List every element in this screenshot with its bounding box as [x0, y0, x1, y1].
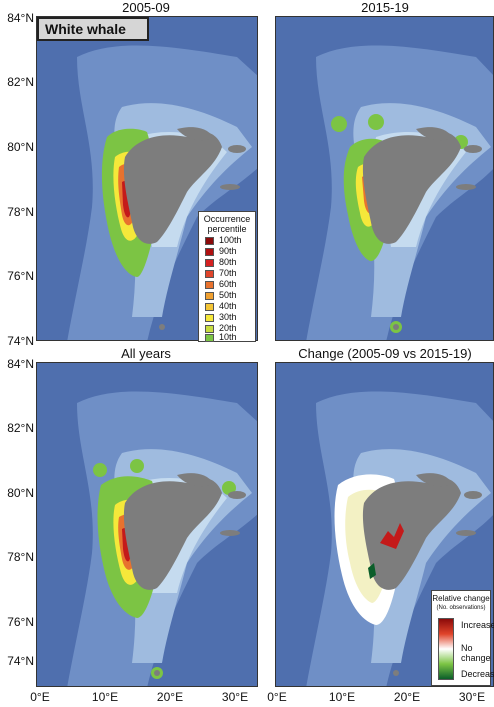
lon-label-0e-left: 0°E [30, 690, 50, 704]
occurrence-legend-title-1: Occurrence [203, 214, 251, 224]
kvitoya-land [228, 145, 246, 153]
lon-label-10e-left: 10°E [91, 690, 119, 704]
legend-swatch-50th [205, 291, 214, 300]
change-legend-title: Relative change [432, 594, 490, 603]
occurrence-patch-north [93, 463, 107, 477]
lat-label-80n-bottom: 80°N [7, 486, 34, 500]
lat-label-76n-top: 76°N [7, 269, 34, 283]
change-increase-fjord [380, 523, 404, 549]
lon-label-20e-left: 20°E [156, 690, 184, 704]
map-2015-19 [276, 17, 493, 340]
svalbard-land [362, 477, 461, 590]
legend-swatch-60th [205, 280, 214, 289]
lat-label-80n-top: 80°N [7, 140, 34, 154]
nordaustlandet-land [177, 127, 213, 141]
legend-item-70th: 70th [205, 268, 237, 279]
legend-label-100th: 100th [219, 235, 242, 245]
lat-label-78n-top: 78°N [7, 205, 34, 219]
legend-swatch-80th [205, 258, 214, 267]
occurrence-legend-title-2: percentile [207, 224, 247, 234]
lat-label-76n-bottom: 76°N [7, 615, 34, 629]
lat-label-82n-top: 82°N [7, 75, 34, 89]
legend-label-10th: 10th [219, 332, 237, 342]
panel-title-2005-09: 2005-09 [122, 0, 170, 15]
legend-label-90th: 90th [219, 246, 237, 256]
legend-label-20th: 20th [219, 323, 237, 333]
legend-swatch-20th [205, 324, 214, 333]
legend-item-60th: 60th [205, 279, 237, 290]
change-legend-no-change: No change [461, 643, 491, 663]
occurrence-patch-north-2 [130, 459, 144, 473]
lon-label-10e-right: 10°E [328, 690, 356, 704]
lon-label-0e-right: 0°E [267, 690, 287, 704]
nordaustlandet-land [177, 473, 213, 487]
legend-swatch-40th [205, 302, 214, 311]
svalbard-land [362, 131, 461, 244]
lon-label-20e-right: 20°E [393, 690, 421, 704]
legend-swatch-70th [205, 269, 214, 278]
legend-item-90th: 90th [205, 246, 237, 257]
kong-karls-land [456, 184, 476, 190]
svalbard-land [123, 477, 222, 590]
bjornoya-land [393, 670, 399, 676]
legend-swatch-90th [205, 247, 214, 256]
legend-item-100th: 100th [205, 235, 242, 246]
bjornoya-land [159, 324, 165, 330]
change-legend: Relative change (No. observations) Incre… [431, 590, 494, 686]
occurrence-legend: Occurrence percentile 100th 90th 80th 70… [198, 211, 256, 342]
occurrence-patch-north [331, 116, 347, 132]
species-label: White whale [37, 17, 149, 41]
lon-label-30e-left: 30°E [221, 690, 249, 704]
kong-karls-land [220, 184, 240, 190]
legend-item-10th: 10th [205, 332, 237, 343]
bjornoya-land [154, 670, 160, 676]
legend-label-70th: 70th [219, 268, 237, 278]
legend-swatch-30th [205, 313, 214, 322]
change-legend-increase: Increase [461, 620, 494, 630]
map-panel-all-years [36, 362, 258, 687]
nordaustlandet-land [416, 127, 452, 141]
panel-title-2015-19: 2015-19 [361, 0, 409, 15]
lat-label-82n-bottom: 82°N [7, 421, 34, 435]
legend-item-80th: 80th [205, 257, 237, 268]
legend-label-30th: 30th [219, 312, 237, 322]
legend-item-40th: 40th [205, 301, 237, 312]
lat-label-74n-top: 74°N [7, 334, 34, 348]
lat-label-84n-top: 84°N [7, 11, 34, 25]
map-all-years [37, 363, 257, 686]
change-legend-decrease: Decrease [461, 669, 494, 679]
lat-label-78n-bottom: 78°N [7, 550, 34, 564]
map-panel-2005-09: White whale [36, 16, 258, 341]
legend-label-40th: 40th [219, 301, 237, 311]
occurrence-patch-north-2 [368, 114, 384, 130]
legend-item-20th: 20th [205, 323, 237, 334]
panel-title-change: Change (2005-09 vs 2015-19) [298, 346, 472, 361]
legend-item-50th: 50th [205, 290, 237, 301]
kong-karls-land [456, 530, 476, 536]
legend-swatch-10th [205, 333, 214, 342]
legend-label-80th: 80th [219, 257, 237, 267]
svalbard-land [123, 131, 222, 244]
change-legend-colorbar [438, 618, 454, 680]
lat-label-74n-bottom: 74°N [7, 654, 34, 668]
lon-label-30e-right: 30°E [458, 690, 486, 704]
nordaustlandet-land [416, 473, 452, 487]
legend-label-50th: 50th [219, 290, 237, 300]
lat-label-84n-bottom: 84°N [7, 357, 34, 371]
kvitoya-land [228, 491, 246, 499]
kong-karls-land [220, 530, 240, 536]
legend-label-60th: 60th [219, 279, 237, 289]
bjornoya-land [393, 324, 399, 330]
occurrence-patch-kvitoya [222, 481, 236, 495]
change-decrease-patch [368, 563, 376, 579]
legend-swatch-100th [205, 236, 214, 245]
kvitoya-land [464, 491, 482, 499]
change-legend-subtitle: (No. observations) [436, 605, 486, 611]
panel-title-all-years: All years [121, 346, 171, 361]
map-panel-2015-19 [275, 16, 494, 341]
kvitoya-land [464, 145, 482, 153]
legend-item-30th: 30th [205, 312, 237, 323]
